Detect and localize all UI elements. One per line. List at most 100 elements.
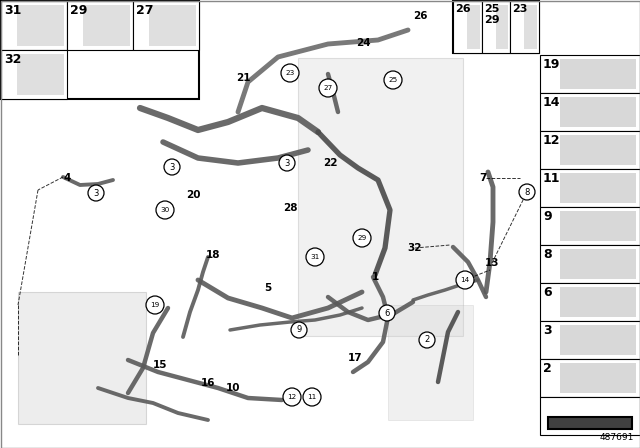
Circle shape [281,64,299,82]
Circle shape [88,185,104,201]
Bar [540,397,640,435]
Text: 15: 15 [153,360,167,370]
Text: 24: 24 [356,38,371,48]
Text: 32: 32 [408,243,422,253]
Text: 30: 30 [161,207,170,213]
Bar [540,245,640,283]
Circle shape [306,248,324,266]
Text: 25: 25 [388,77,397,83]
Bar [17,54,64,95]
Bar [560,211,636,241]
Bar [18,292,146,424]
Text: 12: 12 [287,394,296,400]
Text: 2: 2 [543,362,552,375]
Bar [467,5,480,49]
Bar [540,283,640,321]
Text: 3: 3 [543,324,552,337]
Circle shape [156,201,174,219]
Bar [1,1,199,99]
Text: 21: 21 [236,73,250,83]
Text: 7: 7 [479,173,486,183]
Text: 26: 26 [413,11,428,21]
Text: 17: 17 [348,353,362,363]
Text: 31: 31 [310,254,319,260]
Circle shape [419,332,435,348]
Bar [560,59,636,89]
Bar [524,5,537,49]
Bar [149,5,196,46]
Bar [540,207,640,245]
Bar [453,1,539,53]
Text: 26: 26 [455,4,470,14]
Text: 1: 1 [371,272,379,282]
Bar [540,169,640,207]
Bar [560,173,636,203]
Text: 19: 19 [543,58,561,71]
Text: 29: 29 [357,235,367,241]
Bar [298,58,463,336]
Text: 13: 13 [484,258,499,268]
Circle shape [283,388,301,406]
Text: 31: 31 [4,4,21,17]
Text: 4: 4 [63,173,70,183]
Bar [17,5,64,46]
Bar [540,93,640,131]
Polygon shape [548,417,632,429]
Text: 23: 23 [512,4,527,14]
Text: 20: 20 [186,190,200,200]
Text: 8: 8 [524,188,530,197]
Text: 3: 3 [93,189,99,198]
Circle shape [379,305,395,321]
Circle shape [519,184,535,200]
Circle shape [353,229,371,247]
Bar [560,135,636,165]
Text: 18: 18 [205,250,220,260]
Bar [540,359,640,397]
Text: 32: 32 [4,53,21,66]
Bar [83,5,130,46]
Circle shape [319,79,337,97]
Bar [1,50,67,99]
Bar [482,1,510,53]
Text: 3: 3 [284,159,290,168]
Bar [67,1,133,50]
Text: 23: 23 [285,70,294,76]
Bar [388,305,473,420]
Text: 19: 19 [150,302,159,308]
Text: 27: 27 [323,85,333,91]
Bar [133,1,199,50]
Text: 14: 14 [543,96,561,109]
Text: 12: 12 [543,134,561,147]
Bar [540,131,640,169]
Text: 22: 22 [323,158,337,168]
Bar [453,1,482,53]
Text: 2: 2 [424,336,429,345]
Text: 9: 9 [296,326,301,335]
Circle shape [291,322,307,338]
Text: 3: 3 [170,163,175,172]
Text: 16: 16 [201,378,215,388]
Text: 8: 8 [543,248,552,261]
Bar [560,363,636,393]
Bar [1,1,67,50]
Bar [560,249,636,279]
Text: 11: 11 [543,172,561,185]
Text: 6: 6 [543,286,552,299]
Bar [540,55,640,93]
Text: 28: 28 [283,203,297,213]
Circle shape [164,159,180,175]
Bar [540,321,640,359]
Bar [510,1,539,53]
Text: 14: 14 [460,277,470,283]
Text: 11: 11 [307,394,317,400]
Bar [496,5,508,49]
Bar [560,325,636,355]
Circle shape [146,296,164,314]
Bar [560,287,636,317]
Text: 27: 27 [136,4,154,17]
Text: 10: 10 [226,383,240,393]
Bar [560,97,636,127]
Text: 9: 9 [543,210,552,223]
Text: 487691: 487691 [600,433,634,442]
Text: 25
29: 25 29 [484,4,500,25]
